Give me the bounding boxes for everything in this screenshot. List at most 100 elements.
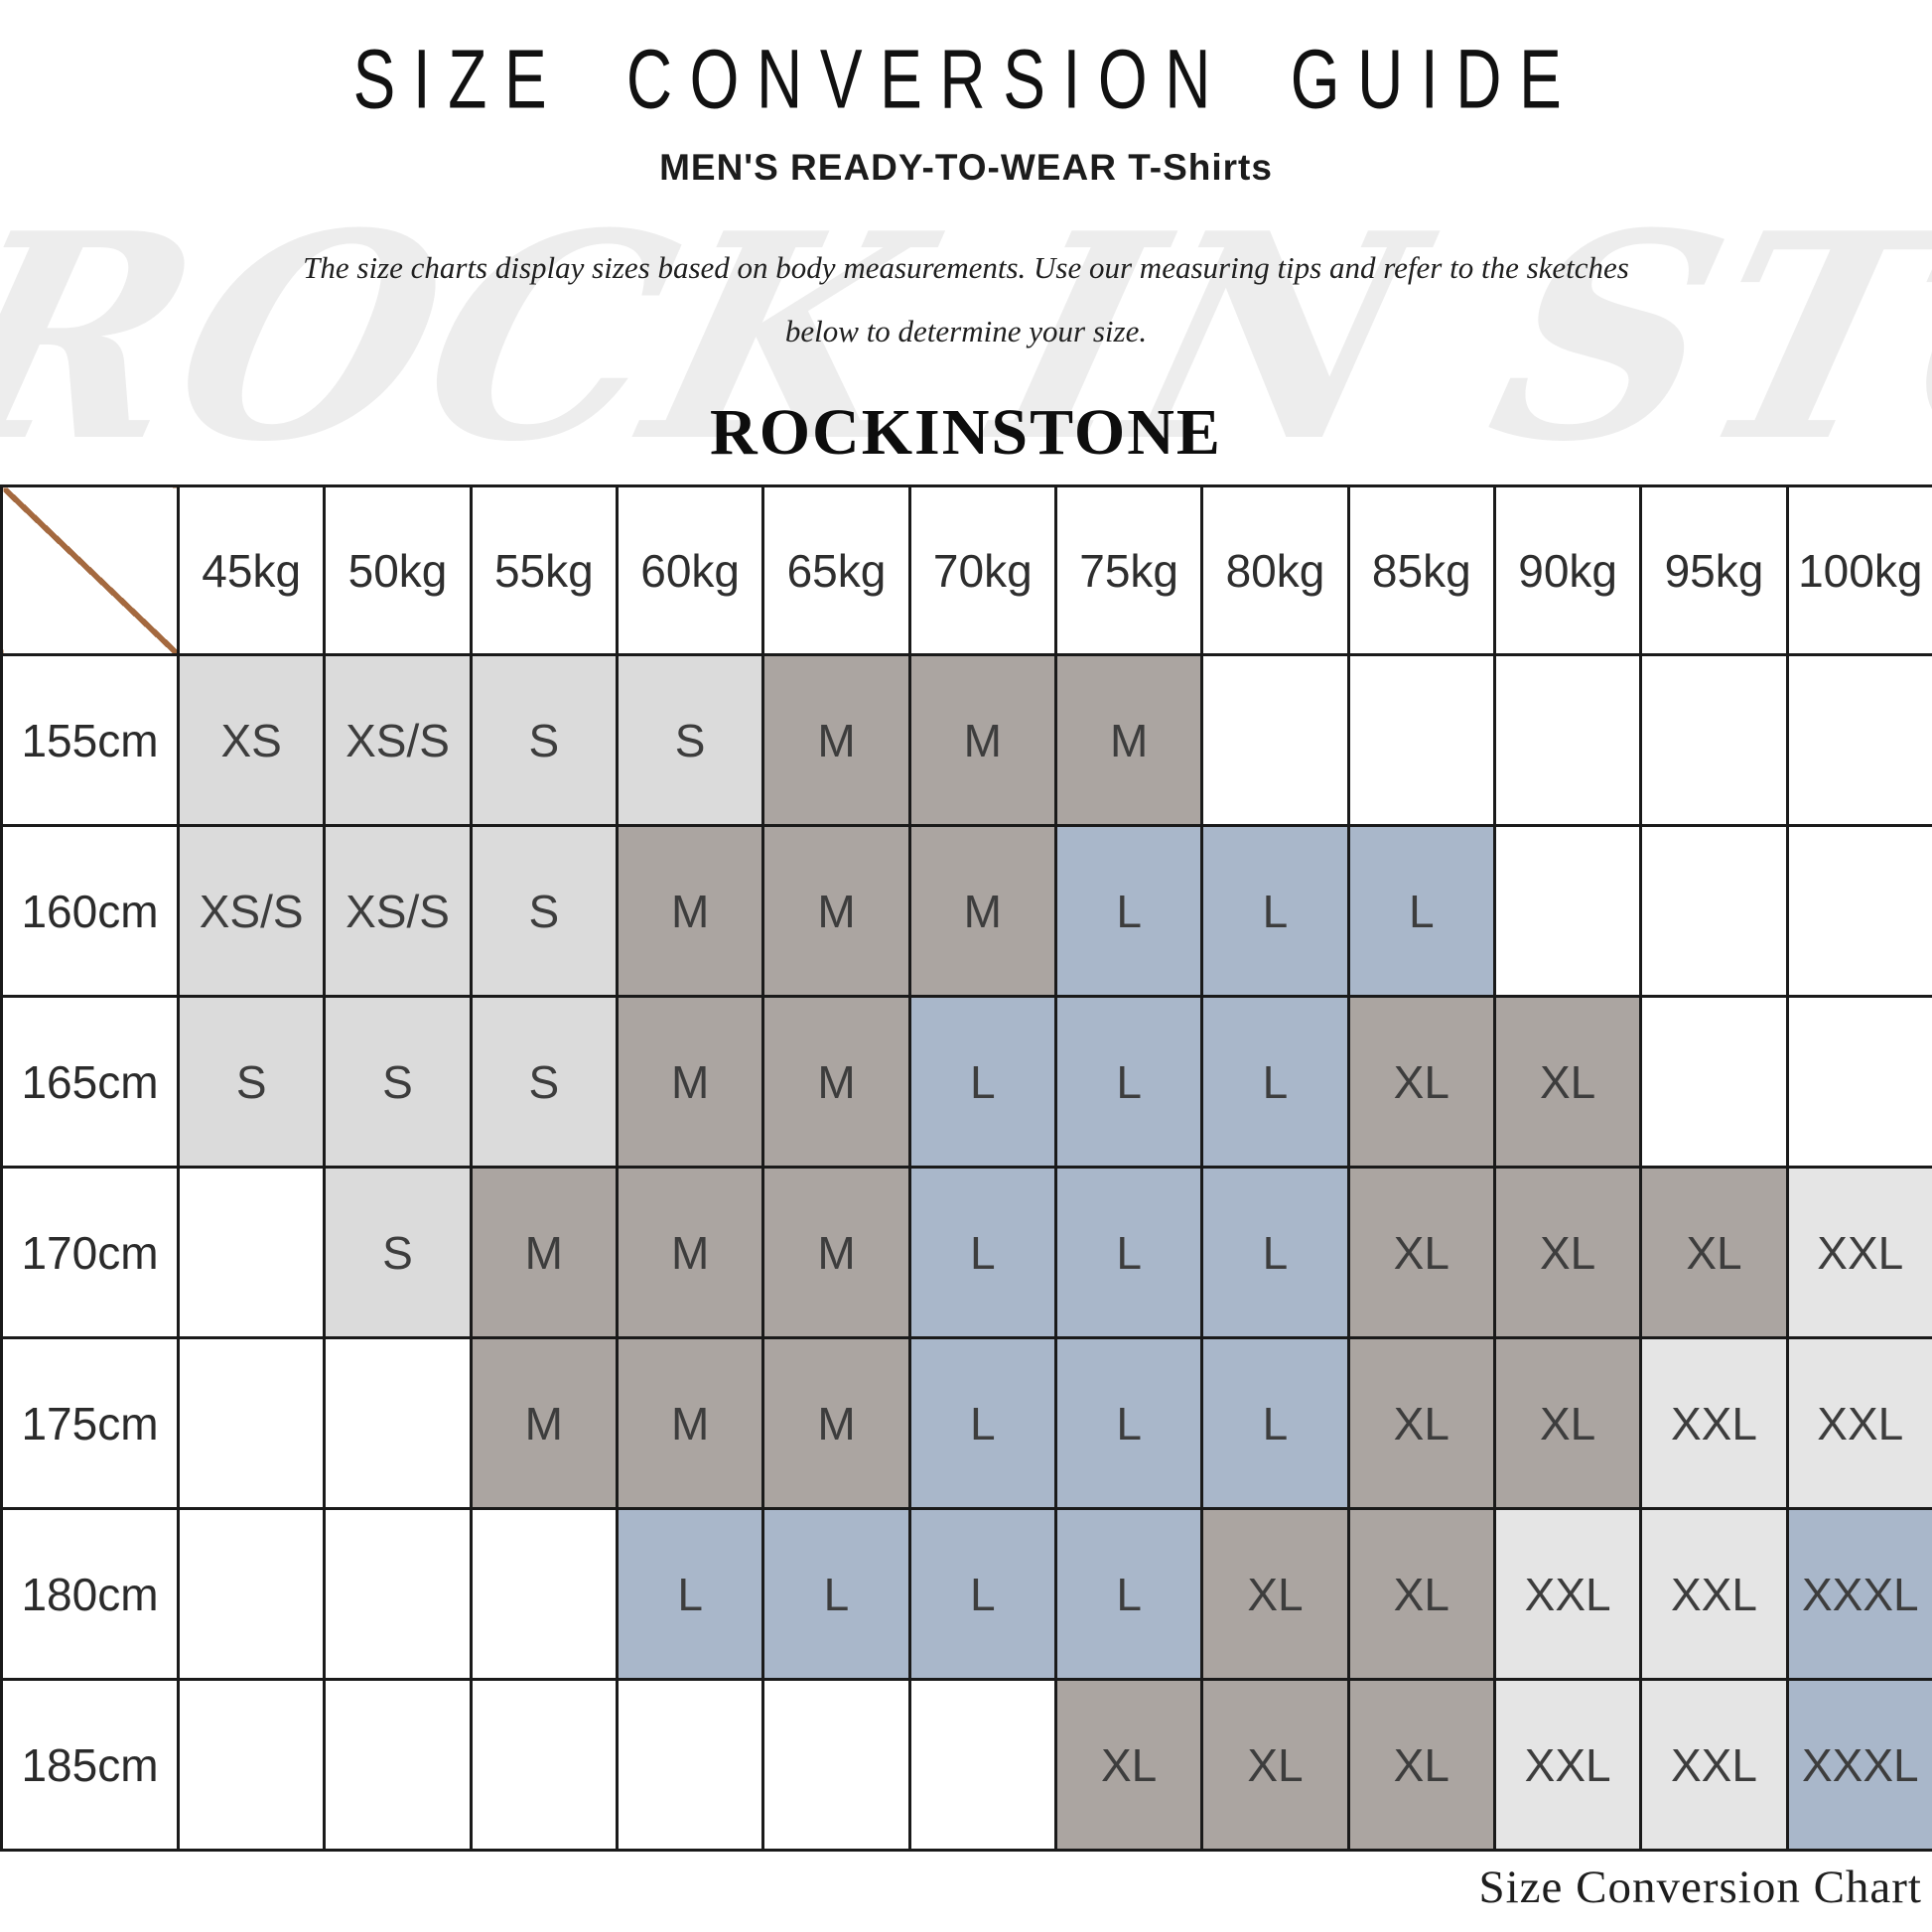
weight-header-cell: 65kg (761, 484, 911, 656)
size-cell: S (176, 995, 327, 1169)
size-cell: S (469, 995, 619, 1169)
size-cell: M (615, 1166, 765, 1339)
height-label-cell: 155cm (0, 653, 180, 827)
size-cell: XS/S (323, 824, 473, 998)
size-cell: L (907, 1166, 1057, 1339)
size-table-row: 180cm L L L L XL XL XXL XXL XXXL (0, 1507, 1932, 1681)
height-label-cell: 165cm (0, 995, 180, 1169)
size-cell (615, 1678, 765, 1852)
size-cell: XL (1200, 1507, 1350, 1681)
weight-header-cell: 60kg (615, 484, 765, 656)
size-cell: XL (1346, 1336, 1496, 1510)
size-cell: L (1053, 824, 1204, 998)
size-cell (1639, 653, 1789, 827)
size-table-row: 160cm XS/S XS/S S M M M L L L (0, 824, 1932, 998)
size-cell (323, 1336, 473, 1510)
size-cell: M (1053, 653, 1204, 827)
size-cell: L (761, 1507, 911, 1681)
size-cell (469, 1507, 619, 1681)
size-cell: XS/S (323, 653, 473, 827)
size-cell: XXL (1639, 1678, 1789, 1852)
height-label-cell: 175cm (0, 1336, 180, 1510)
size-cell (323, 1507, 473, 1681)
size-cell: XS (176, 653, 327, 827)
size-cell: XL (1346, 1166, 1496, 1339)
size-cell: L (1200, 824, 1350, 998)
size-cell: L (1200, 995, 1350, 1169)
weight-header-cell: 45kg (176, 484, 327, 656)
size-cell (176, 1678, 327, 1852)
size-cell: XXXL (1785, 1678, 1932, 1852)
size-cell (907, 1678, 1057, 1852)
size-cell: M (761, 1336, 911, 1510)
size-cell: L (1053, 1336, 1204, 1510)
size-cell: S (615, 653, 765, 827)
height-label-cell: 180cm (0, 1507, 180, 1681)
size-cell (1639, 824, 1789, 998)
weight-header-cell: 100kg (1785, 484, 1932, 656)
size-conversion-table: 45kg 50kg 55kg 60kg 65kg 70kg 75kg 80kg 85kg 90kg… (0, 484, 1932, 1852)
size-cell (323, 1678, 473, 1852)
size-cell: M (761, 1166, 911, 1339)
size-cell: XL (1346, 1678, 1496, 1852)
description-line-2: below to determine your size. (784, 314, 1148, 348)
size-cell: M (761, 824, 911, 998)
height-label-cell: 185cm (0, 1678, 180, 1852)
size-cell (176, 1507, 327, 1681)
size-cell: XXL (1639, 1507, 1789, 1681)
size-cell: M (469, 1166, 619, 1339)
size-cell (1346, 653, 1496, 827)
size-cell: S (469, 824, 619, 998)
size-table-row: 155cm XS XS/S S S M M M (0, 653, 1932, 827)
size-cell: L (907, 1336, 1057, 1510)
size-cell: L (615, 1507, 765, 1681)
height-label-cell: 170cm (0, 1166, 180, 1339)
size-cell (1492, 824, 1643, 998)
size-table-row: 175cm M M M L L L XL XL XXL XXL (0, 1336, 1932, 1510)
size-cell: M (615, 824, 765, 998)
size-cell: L (1200, 1166, 1350, 1339)
weight-header-row: 45kg 50kg 55kg 60kg 65kg 70kg 75kg 80kg 85kg 90kg… (0, 484, 1932, 656)
size-cell (1785, 995, 1932, 1169)
weight-header-cell: 95kg (1639, 484, 1789, 656)
size-cell: L (1053, 1166, 1204, 1339)
size-cell: M (469, 1336, 619, 1510)
size-cell: XL (1492, 1166, 1643, 1339)
description-line-1: The size charts display sizes based on b… (303, 250, 1629, 285)
size-cell: XXXL (1785, 1507, 1932, 1681)
size-cell: L (1053, 1507, 1204, 1681)
size-cell: L (1053, 995, 1204, 1169)
size-cell (1785, 824, 1932, 998)
size-cell: L (1200, 1336, 1350, 1510)
size-cell (1200, 653, 1350, 827)
size-cell: XL (1492, 1336, 1643, 1510)
size-cell: L (907, 1507, 1057, 1681)
size-cell (1639, 995, 1789, 1169)
size-cell: S (323, 995, 473, 1169)
size-cell (176, 1166, 327, 1339)
size-cell: XXL (1639, 1336, 1789, 1510)
size-cell (761, 1678, 911, 1852)
size-cell: XXL (1785, 1166, 1932, 1339)
size-cell (176, 1336, 327, 1510)
size-cell: XXL (1785, 1336, 1932, 1510)
size-cell: XL (1200, 1678, 1350, 1852)
size-cell: XL (1346, 995, 1496, 1169)
size-cell: XXL (1492, 1678, 1643, 1852)
brand-name: ROCKINSTONE (710, 396, 1222, 469)
size-cell: S (323, 1166, 473, 1339)
weight-header-cell: 75kg (1053, 484, 1204, 656)
size-cell: XS/S (176, 824, 327, 998)
size-table-row: 170cm S M M M L L L XL XL XL XXL (0, 1166, 1932, 1339)
size-cell: XL (1492, 995, 1643, 1169)
size-cell: M (761, 995, 911, 1169)
size-cell: XL (1639, 1166, 1789, 1339)
size-cell: M (615, 1336, 765, 1510)
weight-header-cell: 50kg (323, 484, 473, 656)
size-cell: M (761, 653, 911, 827)
size-table-row: 185cm XL XL XL XXL XXL XXXL (0, 1678, 1932, 1852)
size-cell (1492, 653, 1643, 827)
size-cell: S (469, 653, 619, 827)
size-cell (1785, 653, 1932, 827)
